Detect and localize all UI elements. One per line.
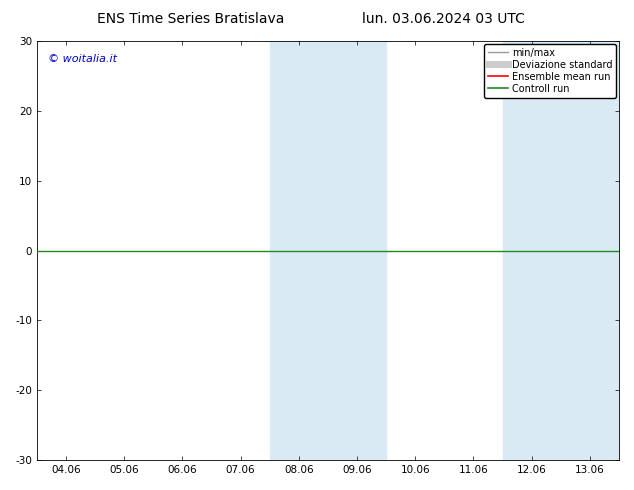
Text: ENS Time Series Bratislava: ENS Time Series Bratislava [96, 12, 284, 26]
Text: lun. 03.06.2024 03 UTC: lun. 03.06.2024 03 UTC [363, 12, 525, 26]
Text: © woitalia.it: © woitalia.it [48, 53, 117, 64]
Bar [269, 41, 386, 460]
Bar [503, 41, 619, 460]
Legend: min/max, Deviazione standard, Ensemble mean run, Controll run: min/max, Deviazione standard, Ensemble m… [484, 44, 616, 98]
